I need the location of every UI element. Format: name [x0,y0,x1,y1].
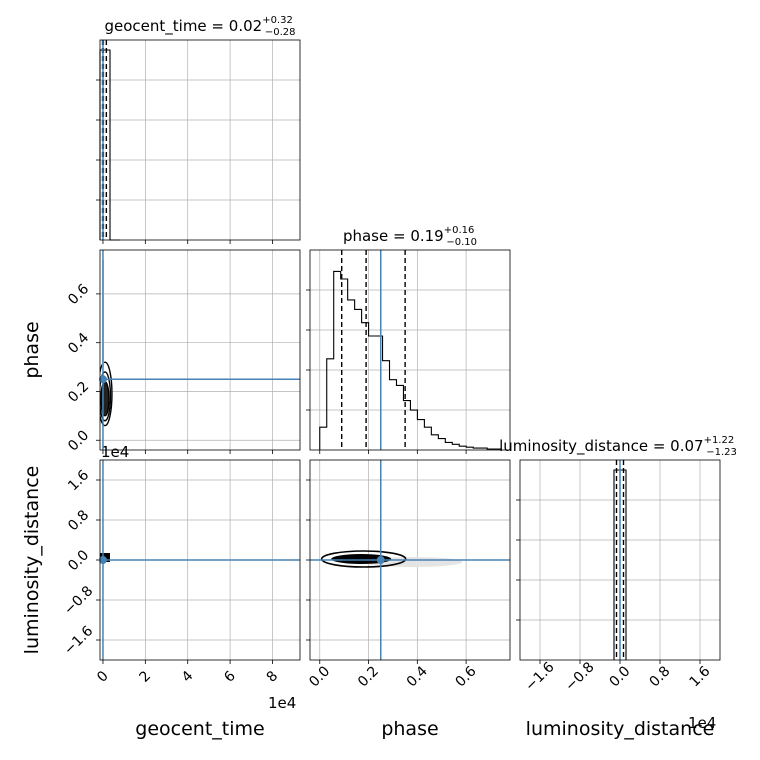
tick-label-y: 0.0 [65,427,92,454]
tick-label-x: 0.2 [355,663,382,690]
tick-label-y: 0.4 [65,330,92,357]
density-contour [331,554,392,564]
truth-point [98,375,107,384]
offset-label-luminosity-distance-x: 1e4 [688,714,716,732]
tick-label-y: 1.6 [65,467,92,494]
xlabel-phase: phase [381,718,438,740]
density-contour [100,361,113,427]
offset-label-luminosity-distance-y: 1e4 [101,443,129,461]
panel-geocent-time-frame [99,39,301,241]
histogram-phase [319,270,502,450]
tick-label-y: 0.0 [65,547,92,574]
density-contour [100,381,110,417]
tick-label-x: 0.6 [453,663,480,690]
tick-label-y: −0.8 [61,583,96,618]
title-phase: phase = 0.19+0.16 −0.10 [343,225,477,248]
tick-label-x: 0 [94,668,112,686]
title-luminosity-distance: luminosity_distance = 0.07+1.22 −1.23 [499,435,737,458]
truth-point [98,556,107,564]
ylabel-luminosity-distance: luminosity_distance [21,466,43,655]
tick-label-x: −1.6 [522,659,557,694]
tick-label-x: 6 [221,668,239,686]
tick-label-x: 2 [137,668,155,686]
tick-label-x: 0.0 [306,663,333,690]
panel-phase-frame [309,249,511,451]
density-contour [100,371,112,422]
xlabel-luminosity-distance: luminosity_distance [526,718,715,740]
tick-label-y: −1.6 [61,623,96,658]
density-contour [320,550,407,568]
panel-phase-vs-geocent-time-frame [99,249,301,451]
tick-label-x: 0.4 [404,663,431,690]
xlabel-geocent-time: geocent_time [135,718,264,740]
tick-label-y: 0.6 [65,281,92,308]
tick-label-y: 0.8 [65,507,92,534]
panel-luminosity-distance-vs-geocent-time-frame [99,459,301,661]
panel-luminosity-distance-vs-phase-frame [309,459,511,661]
tick-label-x: 4 [179,668,197,686]
tick-label-x: 0.0 [606,663,633,690]
tick-label-y: 0.2 [65,379,92,406]
tick-label-x: 8 [264,668,282,686]
tick-label-x: −0.8 [562,659,597,694]
tick-label-x: 1.6 [686,663,713,690]
ylabel-phase: phase [21,321,43,378]
tick-label-x: 0.8 [646,663,673,690]
panel-content [319,550,510,568]
offset-label-geocent-time-x: 1e4 [268,694,296,712]
panel-luminosity-distance-frame [519,459,721,661]
title-geocent-time: geocent_time = 0.02+0.32 −0.28 [104,15,295,38]
truth-point [376,556,385,564]
